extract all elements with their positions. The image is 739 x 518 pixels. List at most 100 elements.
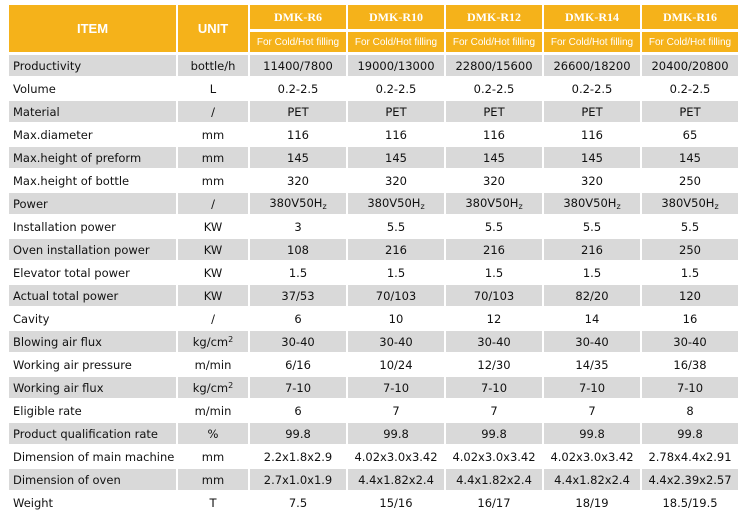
- unit-text: mm: [201, 173, 225, 188]
- row-value: 99.8: [446, 421, 542, 444]
- row-value: 5.5: [642, 214, 738, 237]
- table-row: Working air pressure m/min 6/16 10/24 12/30 1…: [9, 352, 738, 375]
- row-value: 30-40: [250, 329, 346, 352]
- header-subtitle: For Cold/Hot filling: [642, 30, 738, 53]
- row-value: PET: [544, 99, 640, 122]
- value-text: 5.5: [680, 219, 700, 234]
- row-item-label: Max.diameter: [9, 122, 176, 145]
- table-row: Elevator total power KW 1.5 1.5 1.5 1.5 1.5: [9, 260, 738, 283]
- row-unit: L: [178, 76, 248, 99]
- row-item-label: Working air flux: [9, 375, 176, 398]
- row-unit: mm: [178, 444, 248, 467]
- unit-text: mm: [201, 472, 225, 487]
- value-text: 7-10: [578, 380, 606, 395]
- value-text: PET: [385, 104, 407, 119]
- row-value: 6/16: [250, 352, 346, 375]
- row-unit: %: [178, 421, 248, 444]
- row-value: 1.5: [544, 260, 640, 283]
- row-unit: mm: [178, 122, 248, 145]
- value-text: 99.8: [579, 426, 605, 441]
- unit-text: L: [209, 81, 217, 96]
- row-unit: mm: [178, 467, 248, 490]
- row-value: 145: [544, 145, 640, 168]
- row-value: 145: [348, 145, 444, 168]
- row-value: 380V50Hz: [544, 191, 640, 214]
- row-value: 7-10: [250, 375, 346, 398]
- row-value: 99.8: [544, 421, 640, 444]
- row-value: 216: [544, 237, 640, 260]
- value-text: 1.5: [386, 265, 406, 280]
- value-text: 3: [294, 219, 302, 234]
- row-value: 4.4x2.39x2.57: [642, 467, 738, 490]
- value-text: 7-10: [676, 380, 704, 395]
- row-value: 37/53: [250, 283, 346, 306]
- value-text: 7: [392, 403, 400, 418]
- row-item-label: Elevator total power: [9, 260, 176, 283]
- row-value: 0.2-2.5: [642, 76, 738, 99]
- row-value: 145: [642, 145, 738, 168]
- row-value: 10: [348, 306, 444, 329]
- unit-text: %: [207, 426, 219, 441]
- row-value: 1.5: [446, 260, 542, 283]
- value-text: 5.5: [386, 219, 406, 234]
- row-item-label: Installation power: [9, 214, 176, 237]
- row-value: 30-40: [642, 329, 738, 352]
- value-text: 4.4x1.82x2.4: [456, 472, 532, 487]
- row-value: PET: [446, 99, 542, 122]
- value-text: 19000/13000: [357, 58, 435, 73]
- unit-text: KW: [203, 242, 223, 257]
- value-text: 1.5: [680, 265, 700, 280]
- row-unit: kg/cm2: [178, 329, 248, 352]
- row-value: 145: [446, 145, 542, 168]
- table-row: Max.height of preform mm 145 145 145 145 145: [9, 145, 738, 168]
- value-text: 250: [679, 173, 701, 188]
- header-subtitle: For Cold/Hot filling: [348, 30, 444, 53]
- row-item-label: Volume: [9, 76, 176, 99]
- value-text: 4.4x2.39x2.57: [648, 472, 732, 487]
- value-text: 145: [385, 150, 407, 165]
- value-text: 116: [287, 127, 309, 142]
- row-value: 7.5: [250, 490, 346, 513]
- row-item-label: Material: [9, 99, 176, 122]
- row-item-label: Dimension of oven: [9, 467, 176, 490]
- row-value: 82/20: [544, 283, 640, 306]
- value-text: 7: [490, 403, 498, 418]
- row-value: 320: [348, 168, 444, 191]
- value-text: 16: [682, 311, 698, 326]
- value-subscript: z: [616, 202, 621, 211]
- value-text: 380V50H: [465, 196, 519, 210]
- unit-text: m/min: [194, 403, 232, 418]
- header-unit: UNIT: [178, 5, 248, 53]
- unit-superscript: 2: [228, 334, 234, 344]
- row-unit: /: [178, 191, 248, 214]
- value-text: 4.02x3.0x3.42: [550, 449, 634, 464]
- value-text: 320: [385, 173, 407, 188]
- value-subscript: z: [714, 202, 719, 211]
- row-value: 380V50Hz: [446, 191, 542, 214]
- value-text: 108: [287, 242, 309, 257]
- row-value: 380V50Hz: [348, 191, 444, 214]
- table-row: Weight T 7.5 15/16 16/17 18/19 18.5/19.5: [9, 490, 738, 513]
- row-value: 7-10: [348, 375, 444, 398]
- unit-text: mm: [201, 127, 225, 142]
- spec-table-container: ITEM UNIT DMK-R6 DMK-R10 DMK-R12 DMK-R14…: [7, 5, 738, 513]
- row-value: 380V50Hz: [250, 191, 346, 214]
- unit-text: KW: [203, 288, 223, 303]
- header-model-r6: DMK-R6: [250, 5, 346, 30]
- value-text: 145: [679, 150, 701, 165]
- row-value: 145: [250, 145, 346, 168]
- value-text: 22800/15600: [455, 58, 533, 73]
- value-text: 10/24: [379, 357, 413, 372]
- row-unit: T: [178, 490, 248, 513]
- table-row: Cavity / 6 10 12 14 16: [9, 306, 738, 329]
- row-value: 216: [446, 237, 542, 260]
- row-value: 116: [348, 122, 444, 145]
- value-text: 16/17: [477, 495, 511, 510]
- row-value: 99.8: [348, 421, 444, 444]
- value-text: 5.5: [582, 219, 602, 234]
- table-row: Blowing air flux kg/cm2 30-40 30-40 30-40 30-…: [9, 329, 738, 352]
- row-value: 70/103: [446, 283, 542, 306]
- row-value: 5.5: [446, 214, 542, 237]
- value-text: 18.5/19.5: [662, 495, 718, 510]
- value-text: 26600/18200: [553, 58, 631, 73]
